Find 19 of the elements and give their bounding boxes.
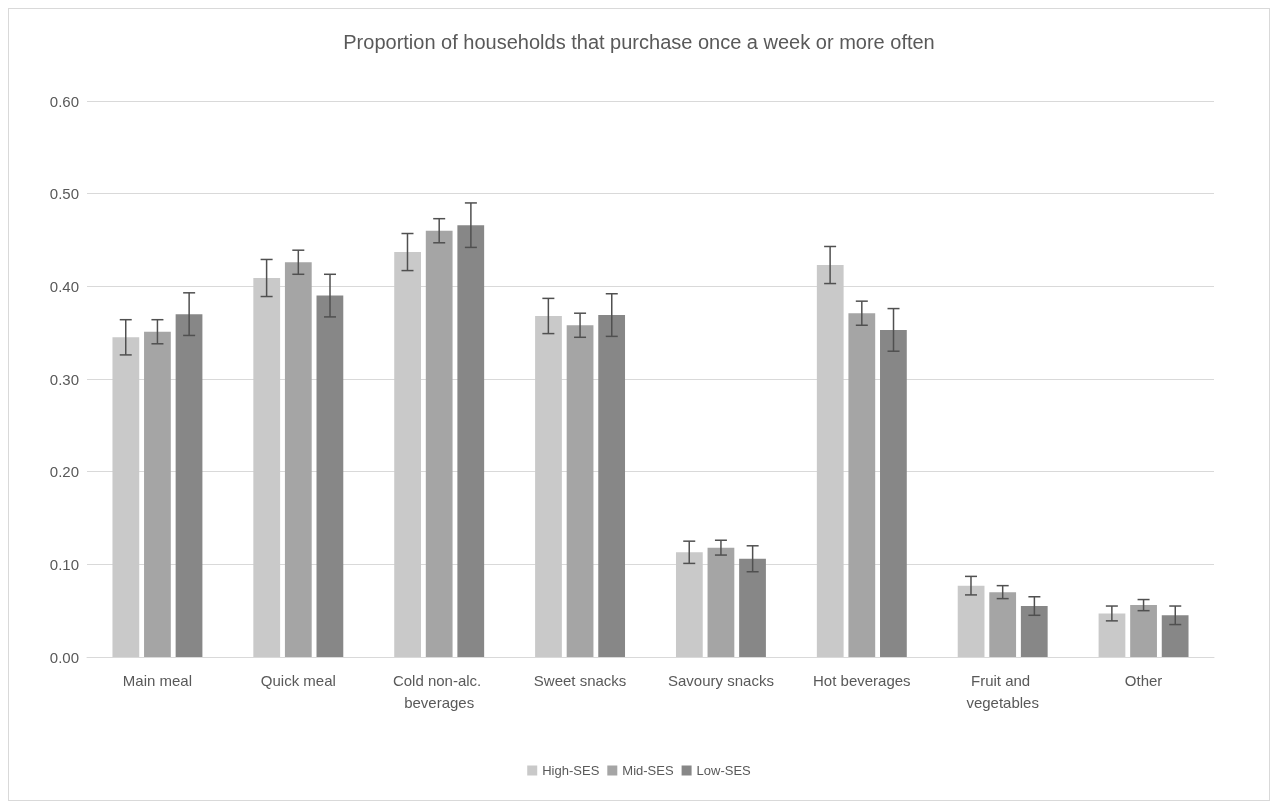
y-tick-label: 0.10 <box>49 555 79 573</box>
legend-label: High-SES <box>542 763 600 778</box>
x-tick-label: Other <box>1124 671 1163 689</box>
x-tick-label: Quick meal <box>260 671 336 689</box>
x-tick-label: Main meal <box>122 671 193 689</box>
legend-label: Mid-SES <box>622 763 674 778</box>
x-tick-label: Savoury snacks <box>667 671 774 689</box>
x-tick-label: Hot beverages <box>813 671 911 689</box>
x-tick-label: Sweet snacks <box>533 671 627 689</box>
y-tick-label: 0.00 <box>49 648 79 666</box>
y-tick-label: 0.20 <box>49 463 79 481</box>
y-tick-label: 0.50 <box>49 185 79 203</box>
chart-title: Proportion of households that purchase once a week or more often <box>343 31 935 53</box>
x-tick-label: Fruit and vegetables <box>966 671 1039 711</box>
y-tick-label: 0.40 <box>49 277 79 295</box>
y-tick-label: 0.60 <box>49 92 79 110</box>
legend-label: Low-SES <box>696 763 752 778</box>
x-tick-label: Cold non-alc. beverages <box>392 671 486 711</box>
y-tick-label: 0.30 <box>49 370 79 388</box>
